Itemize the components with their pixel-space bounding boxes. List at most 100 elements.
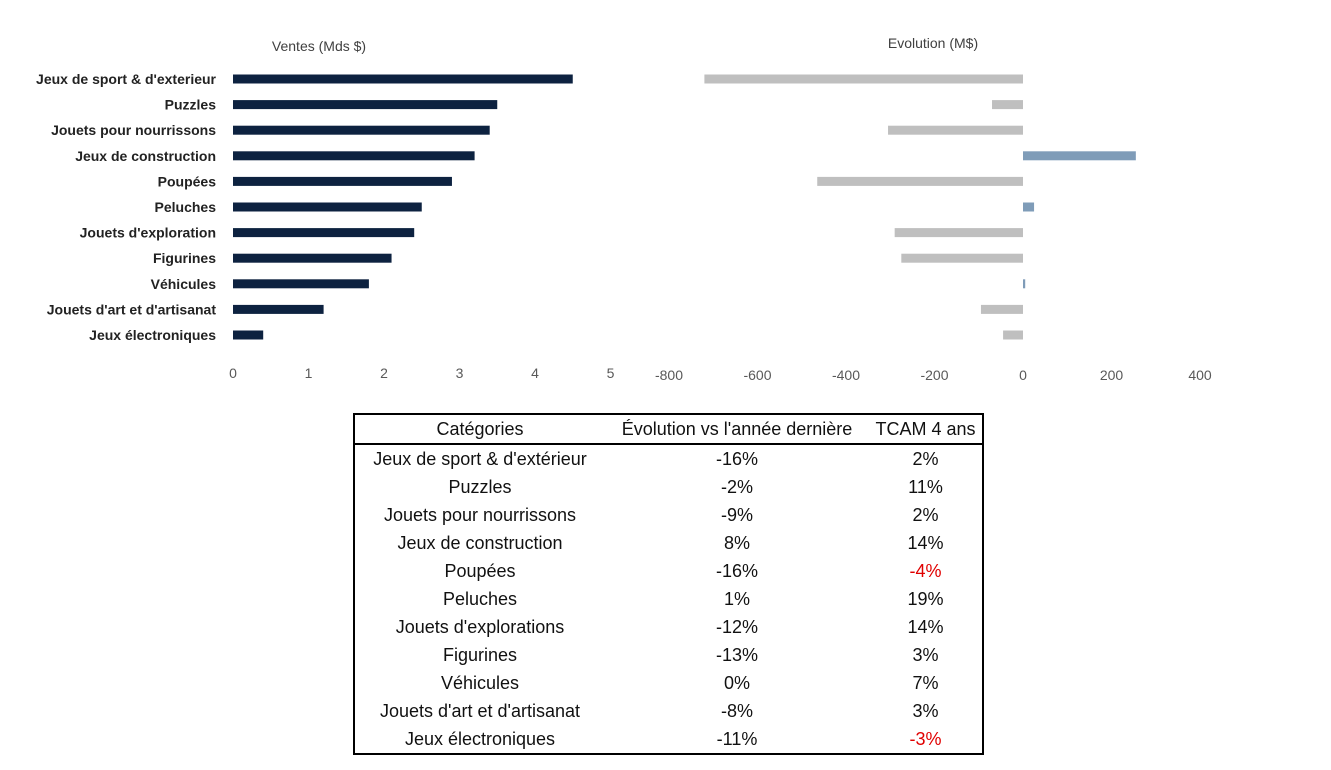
evolution-bar [1023, 279, 1026, 289]
cell-category: Poupées [444, 560, 516, 581]
cell-tcam: 11% [908, 476, 943, 497]
cell-evolution: -12% [715, 616, 759, 637]
table-row: Jeux électroniques -11% -3% [355, 725, 982, 753]
summary-table: Catégories Évolution vs l'année dernière… [353, 413, 984, 755]
header-tcam: TCAM 4 ans [869, 415, 982, 445]
table-row: Figurines -13% 3% [355, 641, 982, 669]
cell-tcam: 3% [912, 644, 939, 665]
sales-tick-label: 0 [229, 365, 237, 381]
evolution-bars [704, 74, 1136, 340]
sales-category-label: Figurines [153, 250, 216, 266]
cell-category: Jouets pour nourrissons [383, 504, 577, 525]
sales-tick-label: 1 [305, 365, 313, 381]
sales-tick-label: 3 [456, 365, 464, 381]
cell-category: Jouets d'explorations [395, 616, 565, 637]
cell-tcam: -3% [909, 728, 942, 749]
sales-bar [233, 253, 392, 263]
sales-bar [233, 202, 422, 212]
table-row: Poupées -16% -4% [355, 557, 982, 585]
cell-category: Jeux de construction [397, 532, 563, 553]
table-row: Puzzles -2% 11% [355, 473, 982, 501]
cell-tcam: 14% [907, 532, 944, 553]
header-evolution: Évolution vs l'année dernière [605, 415, 869, 445]
table-row: Jeux de sport & d'extérieur -16% 2% [355, 444, 982, 473]
evolution-tick-label: 400 [1188, 367, 1212, 383]
evolution-tick-label: -200 [920, 367, 948, 383]
evolution-x-axis: -800 -600 -400 -200 0 200 400 [655, 367, 1212, 383]
table-row: Véhicules 0% 7% [355, 669, 982, 697]
cell-category: Jeux de sport & d'extérieur [373, 448, 587, 469]
table-row: Jouets pour nourrissons -9% 2% [355, 501, 982, 529]
cell-tcam: -4% [909, 560, 942, 581]
evolution-bar [1023, 202, 1035, 212]
sales-tick-label: 2 [380, 365, 388, 381]
sales-category-labels: Jeux de sport & d'exterieur Puzzles Jouets… [36, 71, 216, 343]
evolution-tick-label: -400 [832, 367, 860, 383]
sales-tick-label: 5 [607, 365, 615, 381]
sales-category-label: Puzzles [165, 97, 217, 113]
cell-tcam: 7% [912, 672, 939, 693]
sales-bar [233, 330, 264, 340]
charts-area: Ventes (Mds $) Jeux de sport & d'exterie… [36, 35, 1212, 383]
evolution-bar [901, 253, 1023, 263]
sales-bar [233, 100, 498, 110]
table-header-row: Catégories Évolution vs l'année dernière… [355, 415, 982, 445]
cell-tcam: 2% [912, 448, 939, 469]
sales-tick-label: 4 [531, 365, 539, 381]
evolution-bar [1023, 151, 1136, 161]
evolution-bar [817, 176, 1023, 186]
cell-tcam: 3% [912, 700, 939, 721]
sales-bar [233, 74, 573, 84]
table-row: Jouets d'art et d'artisanat -8% 3% [355, 697, 982, 725]
evolution-tick-label: -600 [743, 367, 771, 383]
cell-evolution: 0% [723, 672, 750, 693]
cell-evolution: 8% [723, 532, 750, 553]
cell-evolution: -16% [715, 448, 759, 469]
sales-category-label: Jeux de sport & d'exterieur [36, 71, 216, 87]
sales-bar [233, 125, 490, 135]
cell-category: Figurines [442, 644, 518, 665]
sales-x-axis: 0 1 2 3 4 5 [229, 365, 615, 381]
sales-bar [233, 151, 475, 161]
evolution-bar [888, 125, 1023, 135]
cell-evolution: -16% [715, 560, 759, 581]
sales-bar [233, 228, 415, 238]
sales-bars [233, 74, 573, 340]
sales-category-label: Poupées [158, 173, 217, 189]
cell-category: Véhicules [440, 672, 520, 693]
evolution-bar [980, 304, 1023, 314]
sales-bar [233, 176, 452, 186]
cell-evolution: -9% [720, 504, 753, 525]
evolution-tick-label: 200 [1100, 367, 1124, 383]
sales-bar [233, 304, 324, 314]
evolution-tick-label: -800 [655, 367, 683, 383]
sales-category-label: Jouets d'exploration [80, 225, 216, 241]
cell-tcam: 2% [912, 504, 939, 525]
header-categories: Catégories [355, 415, 605, 445]
evolution-bar [1003, 330, 1023, 340]
sales-category-label: Jouets pour nourrissons [51, 122, 216, 138]
cell-category: Puzzles [448, 476, 512, 497]
cell-evolution: -13% [715, 644, 759, 665]
evolution-tick-label: 0 [1019, 367, 1027, 383]
sales-category-label: Véhicules [151, 276, 217, 292]
cell-tcam: 19% [907, 588, 944, 609]
cell-category: Jeux électroniques [404, 728, 556, 749]
evolution-chart-title: Evolution (M$) [888, 35, 978, 51]
sales-category-label: Jeux électroniques [89, 327, 216, 343]
sales-chart-title: Ventes (Mds $) [272, 38, 366, 54]
sales-category-label: Jeux de construction [75, 148, 216, 164]
cell-evolution: -8% [720, 700, 753, 721]
cell-category: Peluches [442, 588, 518, 609]
sales-category-label: Peluches [155, 199, 217, 215]
sales-bar [233, 279, 369, 289]
cell-evolution: 1% [723, 588, 750, 609]
evolution-bar [894, 228, 1023, 238]
table-body: Jeux de sport & d'extérieur -16% 2% Puzzles… [355, 444, 982, 753]
evolution-bar [704, 74, 1023, 84]
cell-evolution: -11% [716, 728, 758, 749]
table-row: Jeux de construction 8% 14% [355, 529, 982, 557]
evolution-bar [992, 100, 1023, 110]
cell-evolution: -2% [720, 476, 753, 497]
sales-category-label: Jouets d'art et d'artisanat [47, 301, 217, 317]
